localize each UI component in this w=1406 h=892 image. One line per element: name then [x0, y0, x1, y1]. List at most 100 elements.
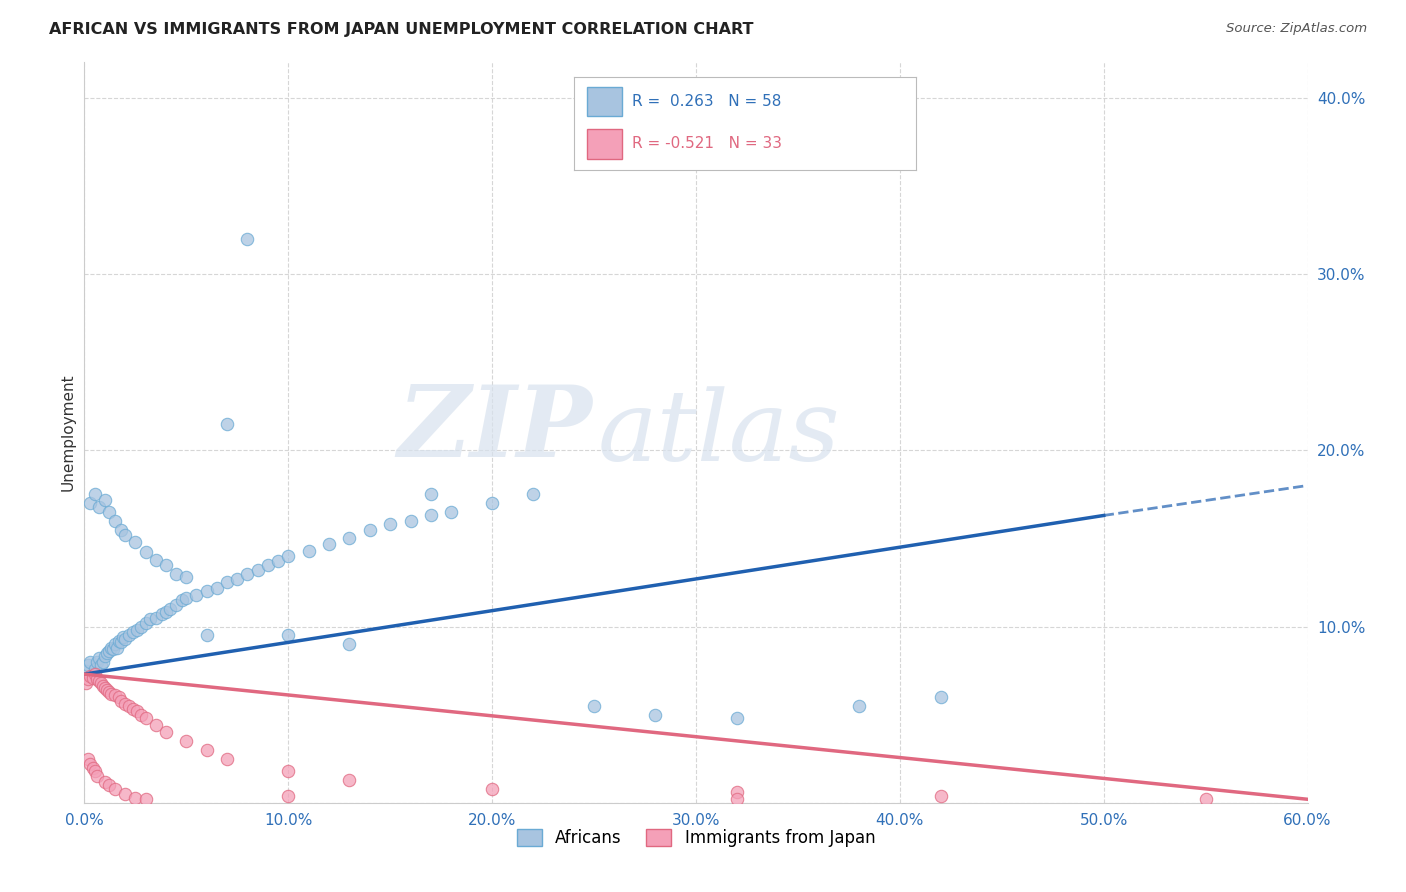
Point — [86, 769, 108, 783]
Point — [172, 593, 194, 607]
Point — [929, 789, 952, 803]
Point — [83, 764, 105, 778]
Point — [96, 683, 118, 698]
Point — [114, 632, 136, 646]
Point — [90, 658, 112, 673]
Point — [725, 785, 748, 799]
Point — [77, 752, 100, 766]
Point — [100, 686, 122, 700]
Point — [440, 505, 463, 519]
Legend: Africans, Immigrants from Japan: Africans, Immigrants from Japan — [510, 822, 882, 854]
Point — [145, 552, 167, 566]
Point — [91, 655, 114, 669]
Point — [929, 690, 952, 704]
Point — [277, 549, 299, 563]
Point — [725, 792, 748, 806]
Point — [246, 563, 269, 577]
Point — [93, 492, 115, 507]
Point — [155, 606, 177, 620]
Point — [339, 772, 361, 787]
Point — [135, 711, 157, 725]
Point — [77, 658, 100, 673]
Point — [236, 232, 259, 246]
Point — [114, 697, 136, 711]
Point — [118, 628, 141, 642]
Point — [165, 599, 187, 613]
Point — [114, 528, 136, 542]
Point — [481, 781, 503, 796]
Point — [127, 704, 149, 718]
Point — [97, 685, 120, 699]
Point — [217, 752, 239, 766]
Point — [87, 651, 110, 665]
Point — [725, 711, 748, 725]
Point — [79, 655, 101, 669]
Point — [277, 628, 299, 642]
Point — [127, 623, 149, 637]
Point — [583, 698, 606, 713]
Point — [277, 789, 299, 803]
Point — [217, 575, 239, 590]
Point — [97, 505, 120, 519]
Point — [105, 640, 128, 655]
Point — [83, 667, 105, 681]
Point — [90, 676, 112, 690]
Text: ZIP: ZIP — [396, 381, 592, 477]
Point — [359, 523, 381, 537]
Point — [110, 523, 132, 537]
Point — [110, 635, 132, 649]
Point — [195, 743, 218, 757]
Point — [100, 640, 122, 655]
Point — [174, 591, 197, 606]
Point — [97, 644, 120, 658]
Point — [257, 558, 280, 572]
Point — [267, 554, 290, 568]
Point — [848, 698, 870, 713]
Point — [124, 790, 146, 805]
Point — [131, 707, 153, 722]
Point — [155, 725, 177, 739]
Point — [114, 787, 136, 801]
Point — [108, 633, 131, 648]
Point — [79, 757, 101, 772]
Point — [86, 655, 108, 669]
Point — [380, 517, 402, 532]
Point — [97, 778, 120, 792]
Point — [96, 646, 118, 660]
Point — [277, 764, 299, 778]
Point — [86, 673, 108, 687]
Point — [174, 734, 197, 748]
Point — [83, 487, 105, 501]
Point — [82, 669, 104, 683]
Point — [77, 673, 100, 687]
Point — [155, 558, 177, 572]
Point — [82, 671, 104, 685]
Point — [339, 637, 361, 651]
Point — [399, 514, 422, 528]
Point — [104, 781, 127, 796]
Point — [82, 760, 104, 774]
Point — [1195, 792, 1218, 806]
Point — [110, 693, 132, 707]
Point — [205, 581, 228, 595]
Point — [298, 543, 321, 558]
Point — [75, 676, 97, 690]
Point — [420, 487, 443, 501]
Point — [104, 688, 127, 702]
Point — [101, 642, 124, 657]
Point — [118, 698, 141, 713]
Point — [131, 619, 153, 633]
Point — [87, 500, 110, 514]
Point — [124, 535, 146, 549]
Point — [644, 707, 666, 722]
Y-axis label: Unemployment: Unemployment — [60, 374, 76, 491]
Point — [87, 674, 110, 689]
Point — [122, 624, 145, 639]
Point — [108, 690, 131, 704]
Text: Source: ZipAtlas.com: Source: ZipAtlas.com — [1226, 22, 1367, 36]
Point — [122, 702, 145, 716]
Point — [481, 496, 503, 510]
Point — [104, 637, 127, 651]
Point — [195, 628, 218, 642]
Point — [91, 680, 114, 694]
